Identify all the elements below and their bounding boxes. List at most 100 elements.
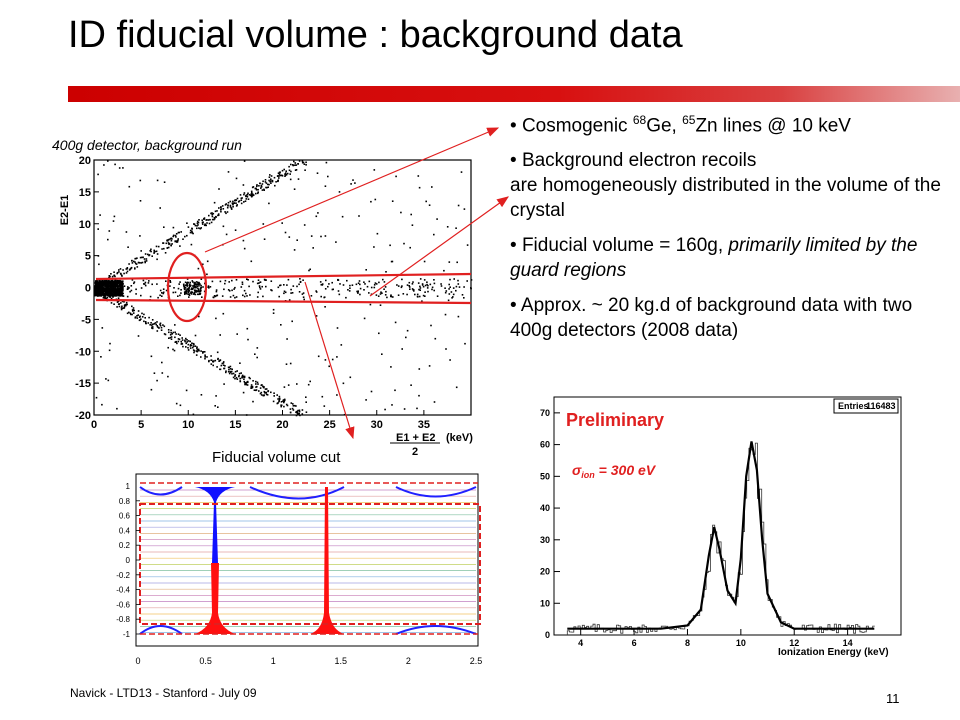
scatter-point	[381, 353, 383, 355]
scatter-point	[365, 269, 367, 271]
scatter-y-tick-label: -20	[75, 410, 91, 422]
scatter-point	[127, 286, 129, 288]
scatter-point	[175, 341, 177, 343]
scatter-point	[378, 281, 380, 284]
scatter-point	[301, 413, 304, 415]
scatter-point	[219, 334, 221, 336]
scatter-point	[301, 409, 304, 411]
scatter-point	[231, 373, 233, 375]
scatter-point	[222, 361, 225, 363]
scatter-point	[391, 260, 394, 263]
scatter-point	[153, 249, 155, 252]
scatter-point	[228, 281, 230, 283]
scatter-point	[324, 306, 326, 308]
scatter-point	[280, 324, 282, 326]
scatter-point	[131, 305, 133, 308]
scatter-point	[281, 222, 283, 224]
scatter-point	[112, 296, 114, 298]
scatter-point	[255, 187, 257, 190]
scatter-point	[211, 218, 214, 221]
scatter-point	[292, 164, 295, 167]
scatter-point	[118, 290, 120, 292]
scatter-point	[179, 334, 181, 336]
scatter-point	[299, 280, 302, 283]
scatter-point	[102, 297, 105, 299]
scatter-point	[113, 291, 115, 293]
scatter-point	[216, 366, 218, 368]
scatter-point	[193, 351, 195, 354]
scatter-point	[144, 253, 147, 255]
scatter-point	[157, 326, 160, 329]
scatter-point	[377, 295, 380, 297]
scatter-point	[256, 385, 258, 388]
scatter-point	[267, 186, 269, 188]
scatter-point	[218, 188, 220, 190]
scatter-point	[97, 292, 100, 294]
scatter-point	[176, 240, 178, 242]
scatter-point	[118, 269, 120, 271]
scatter-point	[210, 212, 212, 215]
scatter-point	[156, 326, 159, 328]
scatter-point	[375, 294, 378, 296]
scatter-point	[112, 220, 115, 222]
scatter-point	[246, 194, 248, 196]
scatter-point	[188, 285, 191, 288]
scatter-point	[279, 284, 282, 286]
scatter-point	[132, 310, 134, 312]
scatter-point	[312, 247, 314, 249]
scatter-point	[194, 291, 196, 293]
scatter-point	[196, 222, 199, 225]
scatter-point	[117, 286, 119, 289]
scatter-point	[227, 171, 230, 173]
scatter-point	[161, 248, 163, 250]
scatter-point	[229, 200, 232, 203]
scatter-point	[188, 287, 190, 289]
scatter-point	[97, 173, 99, 176]
scatter-point	[105, 378, 107, 380]
scatter-point	[123, 285, 126, 287]
scatter-point	[298, 410, 301, 413]
scatter-point	[230, 208, 233, 210]
scatter-point	[131, 259, 133, 262]
scatter-point	[278, 171, 281, 174]
scatter-point	[423, 260, 426, 263]
scatter-point	[201, 219, 203, 222]
scatter-point	[411, 224, 414, 226]
scatter-point	[198, 285, 200, 287]
scatter-point	[119, 287, 122, 289]
scatter-point	[260, 187, 262, 189]
scatter-point	[243, 160, 246, 162]
scatter-point	[336, 356, 338, 358]
field-x-tick-label: 0	[135, 656, 140, 666]
scatter-point	[406, 284, 409, 286]
scatter-point	[268, 176, 271, 178]
scatter-point	[235, 202, 237, 204]
slide-footer: Navick - LTD13 - Stanford - July 09	[70, 686, 257, 700]
scatter-point	[169, 238, 172, 240]
scatter-point	[308, 269, 310, 272]
scatter-point	[219, 359, 222, 361]
scatter-point	[151, 319, 154, 321]
scatter-point	[112, 280, 114, 283]
scatter-point	[243, 378, 245, 380]
field-y-tick-label: 0.2	[119, 541, 131, 550]
scatter-point	[410, 384, 412, 386]
scatter-point	[280, 405, 282, 408]
scatter-plot: 20 15 10 5 0 -5 -10 -15 -20 0 5 10 15 20 25 30 35 E2-E1…	[59, 155, 473, 458]
page-number: 11	[886, 691, 900, 706]
scatter-point	[182, 345, 184, 348]
scatter-point	[119, 279, 121, 282]
hist-x-tick-label: 14	[843, 638, 853, 648]
scatter-point	[159, 294, 161, 297]
scatter-point	[107, 290, 109, 293]
scatter-point	[175, 240, 177, 243]
scatter-point	[139, 179, 142, 182]
scatter-point	[298, 160, 301, 162]
scatter-point	[108, 292, 110, 295]
electrode-arc	[139, 625, 183, 635]
scatter-point	[283, 386, 286, 388]
scatter-point	[137, 261, 140, 264]
scatter-point	[287, 384, 290, 386]
scatter-point	[239, 362, 241, 364]
scatter-point	[134, 261, 136, 263]
